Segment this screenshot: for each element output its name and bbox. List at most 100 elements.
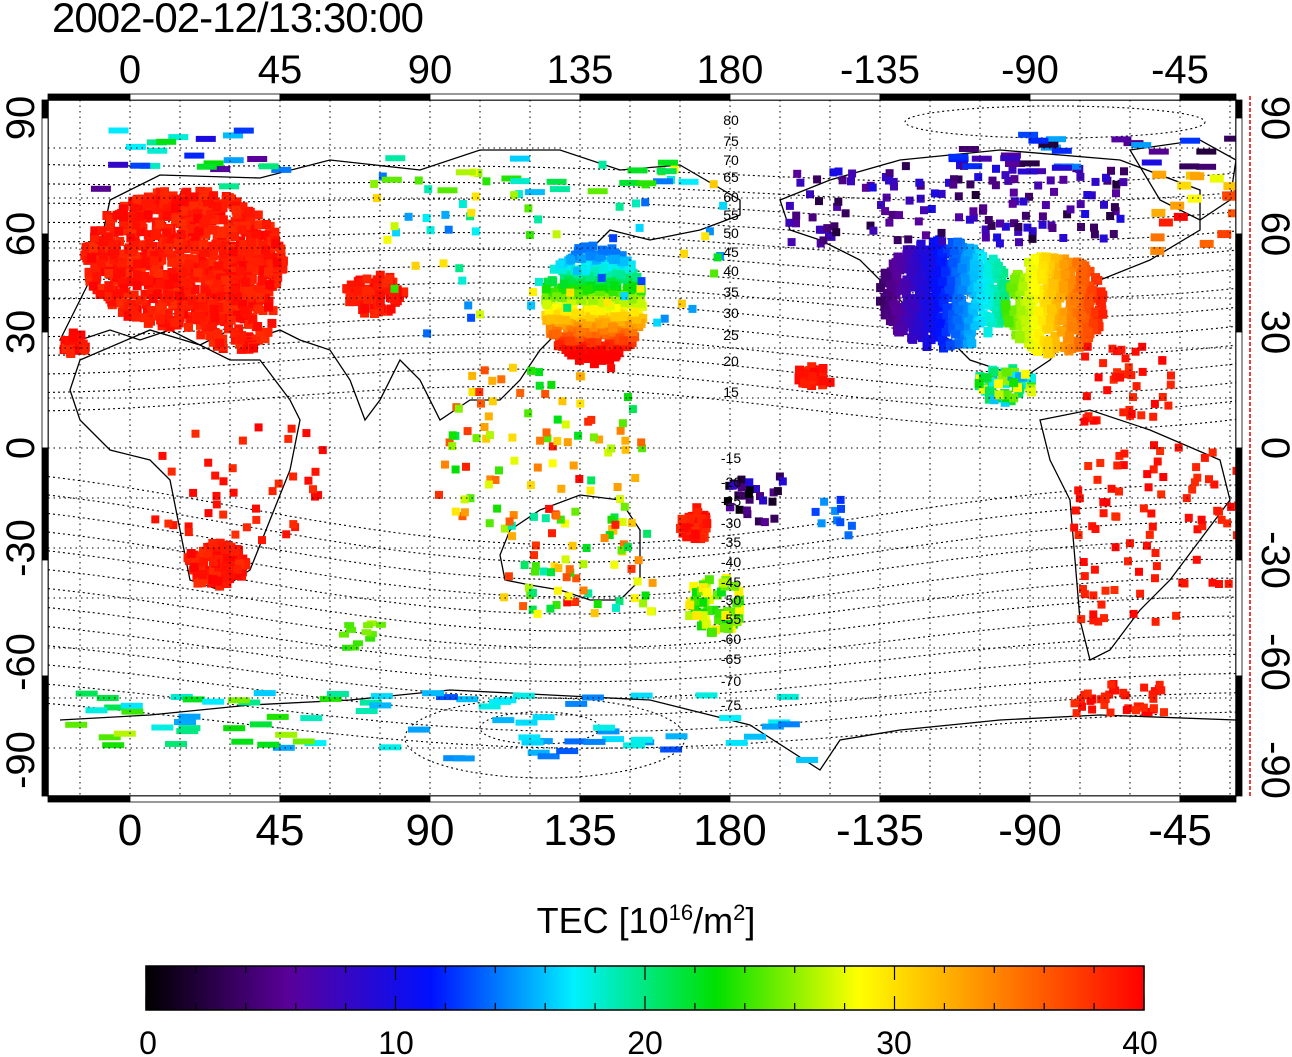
tec-cell bbox=[170, 318, 180, 328]
tec-cell bbox=[1059, 234, 1068, 242]
tec-cell bbox=[525, 583, 533, 592]
tec-cell bbox=[260, 334, 270, 344]
tec-cell bbox=[253, 246, 263, 256]
tec-cell bbox=[564, 738, 587, 745]
tec-cell bbox=[1232, 531, 1236, 540]
tec-cell bbox=[937, 336, 947, 346]
tec-cell bbox=[587, 353, 597, 363]
tec-cell bbox=[807, 362, 817, 372]
tec-cell bbox=[830, 222, 839, 231]
tec-cell bbox=[607, 364, 616, 373]
tec-cell bbox=[620, 292, 629, 301]
tec-cell bbox=[993, 261, 1003, 271]
tec-cell bbox=[957, 284, 967, 294]
tec-cell bbox=[742, 506, 751, 515]
tec-cell bbox=[1038, 141, 1059, 148]
tec-cell bbox=[831, 506, 840, 515]
tec-cell bbox=[1067, 302, 1077, 312]
contour-label: -35 bbox=[721, 534, 741, 550]
tec-cell bbox=[472, 434, 481, 443]
tec-cell bbox=[156, 315, 166, 325]
tec-cell bbox=[612, 276, 621, 286]
tec-cell bbox=[893, 236, 902, 245]
tec-cell bbox=[477, 399, 485, 408]
tec-cell bbox=[198, 570, 208, 580]
tec-cell bbox=[607, 515, 616, 524]
tec-cell bbox=[1046, 289, 1056, 298]
tec-cell bbox=[530, 551, 538, 560]
tec-cell bbox=[142, 197, 151, 207]
tec-cell bbox=[559, 279, 569, 289]
tec-cell bbox=[635, 223, 644, 232]
tec-cell bbox=[993, 291, 1003, 301]
tec-cell bbox=[1046, 136, 1066, 143]
tec-cell bbox=[223, 157, 244, 164]
tec-cell bbox=[1028, 234, 1037, 243]
tec-cell bbox=[164, 290, 174, 300]
tec-cell bbox=[536, 436, 545, 445]
tec-cell bbox=[109, 249, 119, 259]
tec-cell bbox=[912, 276, 921, 286]
tec-cell bbox=[1005, 161, 1025, 167]
tec-cell bbox=[598, 264, 608, 274]
tec-cell bbox=[372, 281, 382, 291]
tec-cell bbox=[515, 719, 538, 726]
tec-cell bbox=[632, 272, 642, 282]
tec-cell bbox=[236, 335, 246, 345]
tec-cell bbox=[1138, 342, 1147, 351]
tec-cell bbox=[209, 250, 219, 260]
tec-cell bbox=[103, 260, 113, 270]
tec-cell bbox=[1077, 285, 1087, 295]
tec-cell bbox=[448, 431, 457, 440]
tec-cell bbox=[326, 691, 349, 697]
tec-cell bbox=[1127, 410, 1136, 418]
tec-cell bbox=[641, 198, 650, 207]
lat-tick-left: 60 bbox=[0, 212, 43, 257]
contour-label: 15 bbox=[723, 384, 739, 400]
tec-cell bbox=[914, 295, 924, 305]
tec-cell bbox=[1184, 513, 1193, 522]
tec-cell bbox=[1083, 299, 1093, 309]
tec-cell bbox=[172, 265, 181, 275]
tec-cell bbox=[999, 279, 1009, 289]
tec-cell bbox=[210, 197, 220, 207]
tec-cell bbox=[344, 622, 355, 629]
tec-cell bbox=[1018, 281, 1028, 291]
tec-cell bbox=[1013, 383, 1022, 393]
tec-cell bbox=[1107, 166, 1115, 175]
tec-cell bbox=[979, 204, 988, 213]
tec-cell bbox=[1208, 578, 1217, 587]
colorbar-tick-label: 40 bbox=[1122, 1025, 1158, 1057]
tec-cell bbox=[561, 519, 570, 528]
tec-cell bbox=[619, 264, 629, 274]
tec-cell bbox=[546, 604, 555, 613]
lat-tick-right: -30 bbox=[1253, 531, 1292, 589]
tec-cell bbox=[1021, 211, 1030, 220]
tec-cell bbox=[249, 222, 258, 232]
tec-cell bbox=[557, 303, 567, 313]
tec-cell bbox=[698, 611, 708, 621]
tec-cell bbox=[916, 194, 925, 203]
tec-cell bbox=[209, 557, 219, 567]
tec-cell bbox=[939, 343, 948, 353]
tec-cell bbox=[546, 314, 556, 324]
tec-cell bbox=[258, 240, 268, 250]
tec-cell bbox=[519, 602, 528, 611]
tec-cell bbox=[1023, 223, 1032, 232]
tec-cell bbox=[478, 703, 501, 710]
tec-cell bbox=[140, 289, 150, 299]
tec-cell bbox=[1028, 316, 1038, 326]
tec-cell bbox=[1080, 417, 1089, 426]
tec-cell bbox=[153, 269, 163, 279]
tec-cell bbox=[616, 317, 625, 327]
tec-cell bbox=[96, 259, 106, 269]
tec-cell bbox=[1193, 473, 1202, 482]
tec-cell bbox=[582, 544, 591, 552]
tec-cell bbox=[510, 178, 531, 185]
tec-cell bbox=[206, 210, 216, 219]
tec-cell bbox=[249, 721, 272, 728]
tec-cell bbox=[1019, 160, 1040, 167]
tec-cell bbox=[541, 389, 550, 398]
tec-cell bbox=[1088, 323, 1098, 333]
tec-cell bbox=[1019, 197, 1028, 206]
